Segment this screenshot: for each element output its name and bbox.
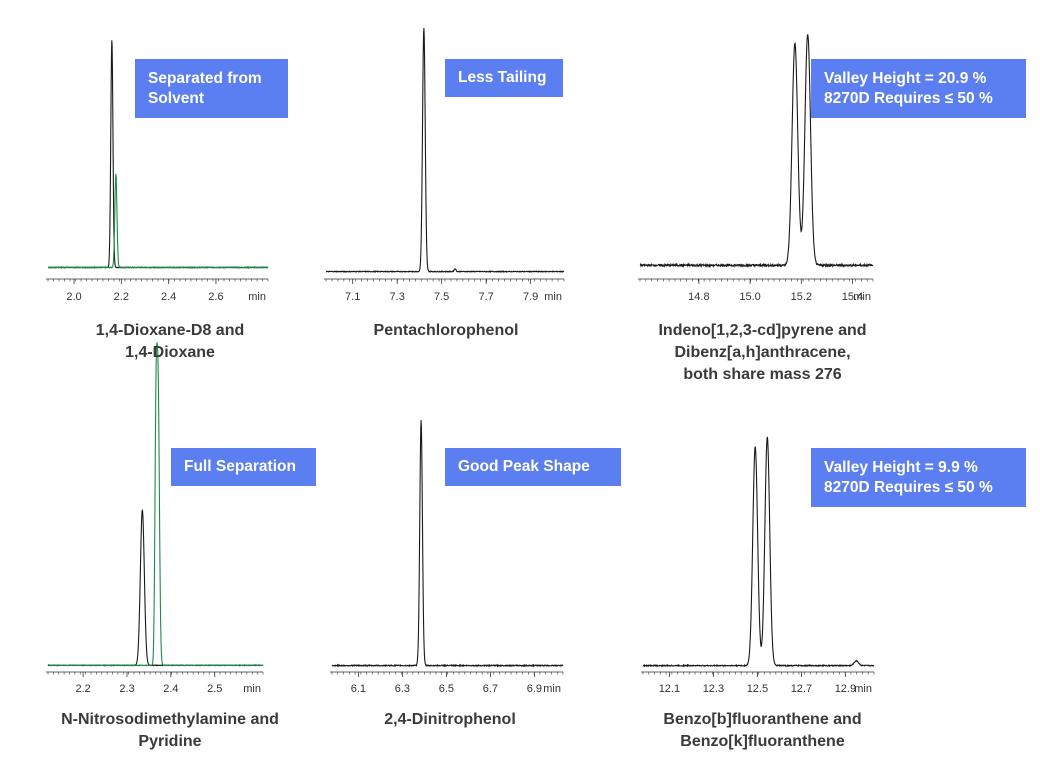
chromatogram-panel-2: 7.1 7.3 7.5 7.7 7.9 min xyxy=(324,27,565,303)
caption-line: Pentachlorophenol xyxy=(373,322,519,339)
x-tick-label: 12.3 xyxy=(703,683,724,695)
x-tick-label: 2.5 xyxy=(207,683,222,695)
x-axis-unit: min xyxy=(543,683,561,695)
caption-line: Indeno[1,2,3-cd]pyrene and xyxy=(658,322,867,339)
chromatogram-panel-4: 2.2 2.3 2.4 2.5 min xyxy=(46,342,264,695)
x-tick-label: 2.3 xyxy=(119,683,134,695)
x-tick-label: 15.4 xyxy=(842,291,863,303)
caption-line: Benzo[k]fluoranthene xyxy=(680,733,845,750)
x-axis-unit: min xyxy=(248,291,266,303)
x-tick-label: 2.2 xyxy=(114,291,129,303)
callout-line: Valley Height = 9.9 % xyxy=(824,458,978,476)
chromatogram-trace-1 xyxy=(331,420,564,668)
caption-line: both share mass 276 xyxy=(683,366,842,383)
compound-caption: Indeno[1,2,3-cd]pyrene and Dibenz[a,h]ant… xyxy=(630,320,895,386)
callout-box: Good Peak Shape xyxy=(445,448,621,486)
x-tick-label: 7.5 xyxy=(434,291,449,303)
caption-line: Benzo[b]fluoranthene and xyxy=(663,711,862,728)
x-tick-label: 14.8 xyxy=(688,291,709,303)
callout-line: Good Peak Shape xyxy=(458,458,590,475)
callout-box: Valley Height = 20.9 % 8270D Requires ≤ 5… xyxy=(811,59,1026,118)
compound-caption: N-Nitrosodimethylamine and Pyridine xyxy=(40,709,300,753)
x-tick-label: 15.0 xyxy=(739,291,760,303)
x-tick-label: 2.4 xyxy=(161,291,176,303)
chromatogram-trace-1 xyxy=(642,436,875,668)
chromatogram-trace-1 xyxy=(325,27,565,274)
chromatogram-trace-1 xyxy=(639,34,874,269)
x-axis-unit: min xyxy=(854,683,872,695)
x-tick-label: 12.1 xyxy=(659,683,680,695)
x-tick-label: 7.7 xyxy=(479,291,494,303)
x-tick-label: 12.7 xyxy=(791,683,812,695)
caption-line: Pyridine xyxy=(138,733,202,750)
x-tick-label: 2.6 xyxy=(208,291,223,303)
callout-line: 8270D Requires ≤ 50 % xyxy=(824,478,993,496)
chromatogram-trace-2 xyxy=(47,342,264,667)
callout-box: Valley Height = 9.9 % 8270D Requires ≤ 50… xyxy=(811,448,1026,507)
callout-line: Valley Height = 20.9 % xyxy=(824,69,987,87)
callout-box: Full Separation xyxy=(171,448,316,486)
chromatogram-panel-1: 2.0 2.2 2.4 2.6 min xyxy=(46,40,269,303)
callout-box: Less Tailing xyxy=(445,59,563,97)
x-tick-label: 6.1 xyxy=(351,683,366,695)
x-tick-label: 7.1 xyxy=(345,291,360,303)
x-tick-label: 6.5 xyxy=(439,683,454,695)
x-tick-label: 6.3 xyxy=(395,683,410,695)
callout-box: Separated from Solvent xyxy=(135,59,288,118)
compound-caption: 2,4-Dinitrophenol xyxy=(330,709,570,731)
x-axis-unit: min xyxy=(544,291,562,303)
x-tick-label: 12.5 xyxy=(747,683,768,695)
caption-line: 2,4-Dinitrophenol xyxy=(384,711,516,728)
callout-line: Less Tailing xyxy=(458,69,547,86)
x-tick-label: 12.9 xyxy=(835,683,856,695)
x-axis-unit: min xyxy=(853,291,871,303)
compound-caption: 1,4-Dioxane-D8 and 1,4-Dioxane xyxy=(40,320,300,364)
callout-line: Full Separation xyxy=(184,458,296,475)
x-tick-label: 6.9 xyxy=(527,683,542,695)
chromatogram-trace-2 xyxy=(47,173,269,269)
chromatogram-trace-1 xyxy=(47,509,264,667)
caption-line: 1,4-Dioxane-D8 and xyxy=(95,322,245,339)
x-tick-label: 7.3 xyxy=(390,291,405,303)
x-tick-label: 2.4 xyxy=(163,683,178,695)
x-tick-label: 6.7 xyxy=(483,683,498,695)
compound-caption: Benzo[b]fluoranthene and Benzo[k]fluorant… xyxy=(630,709,895,753)
x-tick-label: 7.9 xyxy=(523,291,538,303)
caption-line: 1,4-Dioxane xyxy=(125,344,215,361)
callout-line: 8270D Requires ≤ 50 % xyxy=(824,89,993,107)
callout-line: Solvent xyxy=(148,89,204,107)
callout-line: Separated from xyxy=(148,69,262,87)
chromatogram-panel-5: 6.1 6.3 6.5 6.7 6.9 min xyxy=(330,420,564,695)
x-tick-label: 2.2 xyxy=(75,683,90,695)
x-axis-unit: min xyxy=(243,683,261,695)
caption-line: Dibenz[a,h]anthracene, xyxy=(674,344,851,361)
compound-caption: Pentachlorophenol xyxy=(326,320,566,342)
x-tick-label: 2.0 xyxy=(66,291,81,303)
x-tick-label: 15.2 xyxy=(791,291,812,303)
caption-line: N-Nitrosodimethylamine and xyxy=(61,711,279,728)
